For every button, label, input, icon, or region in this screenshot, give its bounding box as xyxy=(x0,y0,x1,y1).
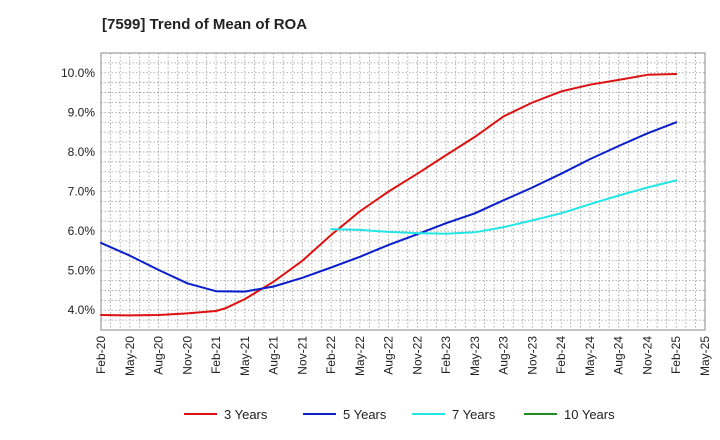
y-tick-label: 8.0% xyxy=(68,145,96,159)
x-tick-label: May-20 xyxy=(123,336,137,376)
legend-label: 3 Years xyxy=(224,407,268,422)
legend: 3 Years 5 Years 7 Years 10 Years xyxy=(184,407,615,422)
series-lines xyxy=(100,73,678,317)
y-axis-ticks: 4.0% 5.0% 6.0% 7.0% 8.0% 9.0% 10.0% xyxy=(61,66,95,317)
x-tick-label: May-25 xyxy=(698,336,712,376)
x-tick-label: May-23 xyxy=(468,336,482,376)
y-tick-label: 5.0% xyxy=(68,264,96,278)
x-tick-label: Aug-22 xyxy=(382,336,396,375)
x-tick-label: Feb-24 xyxy=(554,336,568,374)
legend-label: 5 Years xyxy=(343,407,387,422)
series-line-5-years xyxy=(100,121,678,293)
plot-area xyxy=(100,52,706,331)
x-tick-label: Nov-24 xyxy=(640,336,654,375)
x-tick-label: Nov-20 xyxy=(180,336,194,375)
legend-label: 7 Years xyxy=(452,407,496,422)
y-tick-label: 9.0% xyxy=(68,105,96,119)
y-tick-label: 10.0% xyxy=(61,66,95,80)
series-line-7-years xyxy=(330,179,678,235)
grid-lines xyxy=(101,53,705,330)
x-tick-label: May-21 xyxy=(238,336,252,376)
x-tick-label: Aug-24 xyxy=(612,336,626,375)
legend-label: 10 Years xyxy=(564,407,615,422)
x-tick-label: Feb-25 xyxy=(669,336,683,374)
x-tick-label: Nov-22 xyxy=(410,336,424,375)
chart-title: [7599] Trend of Mean of ROA xyxy=(102,16,307,33)
x-tick-label: Nov-23 xyxy=(525,336,539,375)
series-line-3-years xyxy=(100,73,678,317)
x-tick-label: Aug-21 xyxy=(267,336,281,375)
x-tick-label: Feb-22 xyxy=(324,336,338,374)
y-tick-label: 4.0% xyxy=(68,303,96,317)
x-tick-label: May-22 xyxy=(353,336,367,376)
x-tick-label: Feb-20 xyxy=(94,336,108,374)
y-tick-label: 7.0% xyxy=(68,185,96,199)
x-tick-label: Aug-20 xyxy=(152,336,166,375)
x-tick-label: Aug-23 xyxy=(497,336,511,375)
x-tick-label: Feb-21 xyxy=(209,336,223,374)
x-tick-label: Feb-23 xyxy=(439,336,453,374)
y-tick-label: 6.0% xyxy=(68,224,96,238)
x-axis-ticks: Feb-20 May-20 Aug-20 Nov-20 Feb-21 May-21 Aug-… xyxy=(94,336,712,376)
x-tick-label: Nov-21 xyxy=(295,336,309,375)
x-tick-label: May-24 xyxy=(583,336,597,376)
